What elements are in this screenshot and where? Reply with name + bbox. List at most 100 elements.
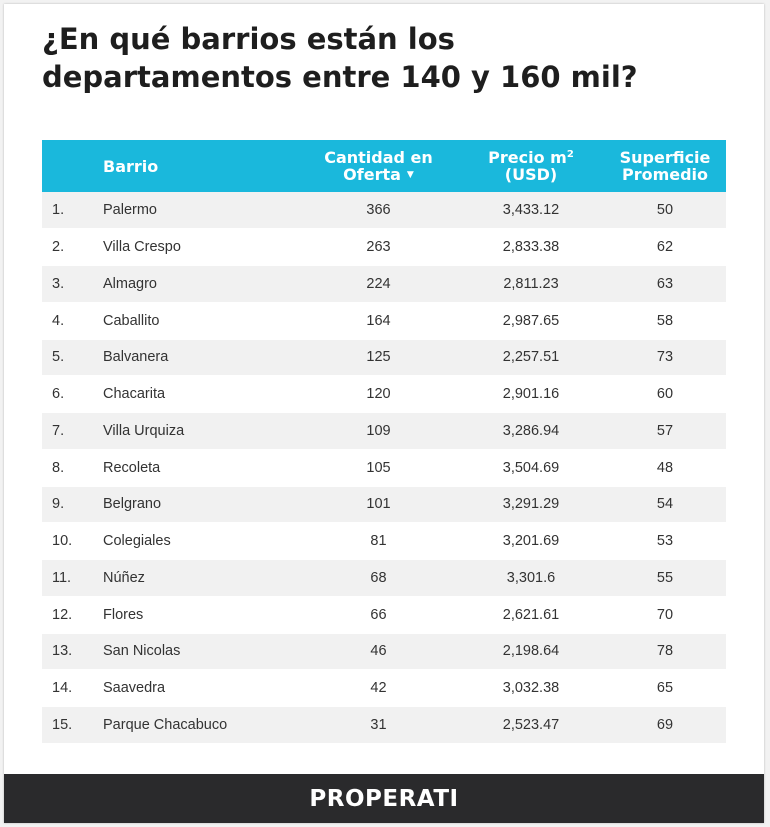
cell-precio: 3,032.38 (458, 669, 604, 707)
cell-cantidad: 46 (299, 633, 458, 671)
cell-precio: 2,811.23 (458, 265, 604, 303)
header-superficie-line1: Superficie (619, 148, 711, 167)
cell-superficie: 69 (604, 706, 726, 744)
cell-cantidad: 105 (299, 449, 458, 487)
table-row: 1. Palermo 366 3,433.12 50 (42, 192, 726, 230)
cell-rank: 5. (42, 339, 97, 377)
cell-superficie: 62 (604, 228, 726, 266)
cell-rank: 13. (42, 633, 97, 671)
cell-precio: 3,291.29 (458, 486, 604, 524)
cell-barrio: Chacarita (97, 375, 299, 413)
table-row: 9. Belgrano 101 3,291.29 54 (42, 486, 726, 524)
header-barrio[interactable]: Barrio (97, 140, 299, 192)
cell-superficie: 58 (604, 302, 726, 340)
cell-barrio: Recoleta (97, 449, 299, 487)
title-line-1: ¿En qué barrios están los (42, 22, 455, 56)
cell-rank: 2. (42, 228, 97, 266)
header-precio-superscript: 2 (566, 149, 574, 160)
header-cantidad-line1: Cantidad en (324, 147, 433, 167)
table-row: 7. Villa Urquiza 109 3,286.94 57 (42, 412, 726, 450)
cell-superficie: 48 (604, 449, 726, 487)
cell-superficie: 73 (604, 339, 726, 377)
cell-cantidad: 31 (299, 706, 458, 744)
cell-rank: 8. (42, 449, 97, 487)
table-row: 10. Colegiales 81 3,201.69 53 (42, 522, 726, 560)
cell-cantidad: 224 (299, 265, 458, 303)
cell-barrio: Palermo (97, 192, 299, 230)
table-row: 11. Núñez 68 3,301.6 55 (42, 559, 726, 597)
cell-cantidad: 366 (299, 192, 458, 230)
cell-superficie: 57 (604, 412, 726, 450)
cell-barrio: Almagro (97, 265, 299, 303)
cell-precio: 3,433.12 (458, 192, 604, 230)
cell-rank: 6. (42, 375, 97, 413)
cell-rank: 12. (42, 596, 97, 634)
cell-superficie: 63 (604, 265, 726, 303)
cell-cantidad: 120 (299, 375, 458, 413)
header-superficie-line2: Promedio (621, 165, 709, 184)
table-row: 12. Flores 66 2,621.61 70 (42, 596, 726, 634)
title-line-2: departamentos entre 140 y 160 mil? (42, 60, 638, 94)
cell-cantidad: 164 (299, 302, 458, 340)
cell-cantidad: 66 (299, 596, 458, 634)
table-row: 2. Villa Crespo 263 2,833.38 62 (42, 228, 726, 266)
cell-rank: 15. (42, 706, 97, 744)
cell-rank: 3. (42, 265, 97, 303)
header-precio-line1: Precio m (488, 148, 567, 167)
cell-precio: 2,901.16 (458, 375, 604, 413)
cell-rank: 14. (42, 669, 97, 707)
cell-precio: 3,286.94 (458, 412, 604, 450)
cell-barrio: Balvanera (97, 339, 299, 377)
cell-precio: 2,257.51 (458, 339, 604, 377)
cell-barrio: Colegiales (97, 522, 299, 560)
cell-cantidad: 263 (299, 228, 458, 266)
cell-precio: 2,621.61 (458, 596, 604, 634)
cell-superficie: 54 (604, 486, 726, 524)
cell-barrio: San Nicolas (97, 633, 299, 671)
cell-cantidad: 125 (299, 339, 458, 377)
cell-cantidad: 101 (299, 486, 458, 524)
table-row: 13. San Nicolas 46 2,198.64 78 (42, 633, 726, 671)
table-row: 8. Recoleta 105 3,504.69 48 (42, 449, 726, 487)
cell-precio: 3,504.69 (458, 449, 604, 487)
neighborhood-table: Barrio Cantidad en Oferta ▼ Precio m2 (US… (42, 140, 726, 744)
header-cantidad-line2: Oferta (343, 164, 401, 184)
cell-barrio: Belgrano (97, 486, 299, 524)
cell-superficie: 60 (604, 375, 726, 413)
sort-desc-icon[interactable]: ▼ (406, 169, 414, 180)
cell-precio: 2,987.65 (458, 302, 604, 340)
cell-superficie: 70 (604, 596, 726, 634)
cell-rank: 4. (42, 302, 97, 340)
cell-barrio: Parque Chacabuco (97, 706, 299, 744)
cell-superficie: 78 (604, 633, 726, 671)
cell-precio: 2,523.47 (458, 706, 604, 744)
cell-rank: 1. (42, 192, 97, 230)
header-precio-line2: (USD) (504, 165, 558, 184)
cell-rank: 9. (42, 486, 97, 524)
footer-bar: PROPERATI (4, 774, 764, 823)
cell-rank: 11. (42, 559, 97, 597)
table-row: 3. Almagro 224 2,811.23 63 (42, 265, 726, 303)
header-cantidad[interactable]: Cantidad en Oferta ▼ (299, 140, 458, 192)
cell-barrio: Flores (97, 596, 299, 634)
header-superficie[interactable]: Superficie Promedio (604, 140, 726, 192)
header-rank (42, 140, 97, 192)
table-row: 4. Caballito 164 2,987.65 58 (42, 302, 726, 340)
cell-precio: 3,301.6 (458, 559, 604, 597)
cell-precio: 2,833.38 (458, 228, 604, 266)
cell-cantidad: 109 (299, 412, 458, 450)
cell-superficie: 53 (604, 522, 726, 560)
header-precio[interactable]: Precio m2 (USD) (458, 140, 604, 192)
table-row: 6. Chacarita 120 2,901.16 60 (42, 375, 726, 413)
cell-cantidad: 42 (299, 669, 458, 707)
table-row: 14. Saavedra 42 3,032.38 65 (42, 669, 726, 707)
cell-superficie: 65 (604, 669, 726, 707)
chart-title: ¿En qué barrios están los departamentos … (42, 20, 682, 96)
cell-superficie: 55 (604, 559, 726, 597)
table-header-row: Barrio Cantidad en Oferta ▼ Precio m2 (US… (42, 140, 726, 192)
cell-cantidad: 81 (299, 522, 458, 560)
cell-barrio: Núñez (97, 559, 299, 597)
cell-superficie: 50 (604, 192, 726, 230)
cell-precio: 2,198.64 (458, 633, 604, 671)
cell-precio: 3,201.69 (458, 522, 604, 560)
